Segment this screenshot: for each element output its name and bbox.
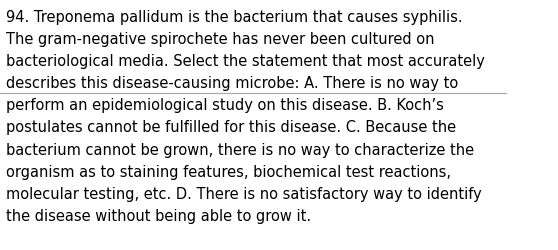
Text: bacterium cannot be grown, there is no way to characterize the: bacterium cannot be grown, there is no w… <box>6 142 474 157</box>
Text: The gram-negative spirochete has never been cultured on: The gram-negative spirochete has never b… <box>6 32 435 47</box>
Text: 94. Treponema pallidum is the bacterium that causes syphilis.: 94. Treponema pallidum is the bacterium … <box>6 10 463 25</box>
Text: the disease without being able to grow it.: the disease without being able to grow i… <box>6 208 311 223</box>
Text: postulates cannot be fulfilled for this disease. C. Because the: postulates cannot be fulfilled for this … <box>6 120 456 135</box>
Text: describes this disease-causing microbe: A. There is no way to: describes this disease-causing microbe: … <box>6 76 458 91</box>
Text: perform an epidemiological study on this disease. B. Koch’s: perform an epidemiological study on this… <box>6 98 444 113</box>
Text: organism as to staining features, biochemical test reactions,: organism as to staining features, bioche… <box>6 164 451 179</box>
Text: bacteriological media. Select the statement that most accurately: bacteriological media. Select the statem… <box>6 54 485 69</box>
Text: molecular testing, etc. D. There is no satisfactory way to identify: molecular testing, etc. D. There is no s… <box>6 186 482 201</box>
